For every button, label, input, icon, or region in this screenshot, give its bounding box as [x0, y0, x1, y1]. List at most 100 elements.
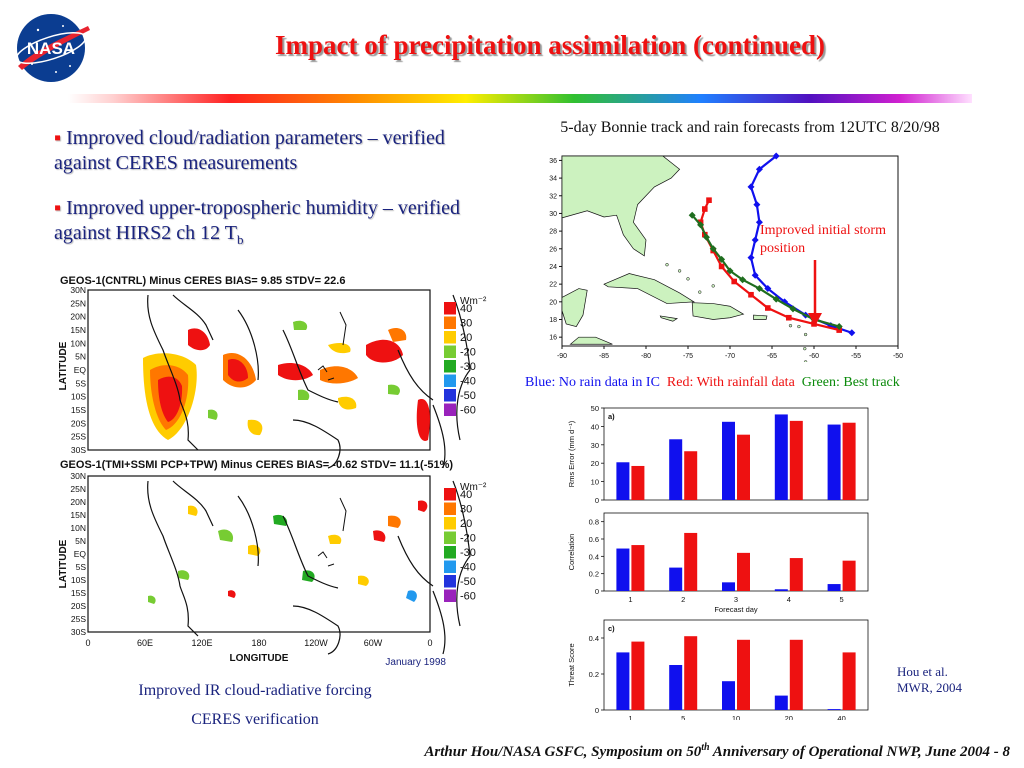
island: [711, 284, 715, 288]
colorbar-swatch: [444, 403, 456, 416]
ceres-bias-maps: GEOS-1(CNTRL) Minus CERES BIAS= 9.85 STD…: [58, 275, 487, 668]
track-point: [702, 206, 708, 212]
track-point: [747, 183, 755, 191]
bar-category-label: 4: [787, 595, 791, 604]
bar: [616, 652, 630, 710]
colorbar-label: 20: [460, 518, 472, 530]
heatmap-y-tick: 20S: [71, 601, 86, 611]
bar: [737, 434, 750, 500]
colorbar-label: -30: [460, 547, 476, 559]
track-point: [835, 323, 843, 331]
bar: [669, 567, 683, 591]
bar-frame: [603, 512, 869, 592]
bar: [737, 639, 750, 710]
colorbar-label: -60: [460, 591, 476, 603]
map-y-tick: 28: [549, 229, 557, 236]
heatmap-y-tick: 5N: [75, 352, 86, 362]
map-y-tick: 24: [549, 264, 557, 271]
island: [803, 347, 807, 351]
island: [788, 324, 793, 328]
colorbar-label: -40: [460, 562, 476, 574]
heatmap-2-title: GEOS-1(TMI+SSMI PCP+TPW) Minus CERES BIA…: [60, 459, 453, 471]
heatmap-y-tick: 15N: [70, 510, 86, 520]
bar: [669, 439, 683, 500]
bullet-text: Improved upper-tropospheric humidity – v…: [54, 197, 461, 244]
colorbar-label: -50: [460, 576, 476, 588]
bar-y-tick: 0.2: [589, 570, 599, 579]
colorbar-swatch: [444, 560, 456, 573]
bar: [631, 545, 645, 591]
bar-y-tick: 20: [591, 459, 599, 468]
heatmap-y-tick: 25N: [70, 484, 86, 494]
colorbar-label: -60: [460, 405, 476, 417]
annotation-arrow: [808, 260, 822, 326]
map-y-tick: 18: [549, 317, 557, 324]
track-point: [848, 329, 856, 337]
colorbar-swatch: [444, 488, 456, 501]
bar: [669, 665, 683, 710]
heatmap-x-tick: 120W: [304, 638, 328, 648]
colorbar-swatch: [444, 360, 456, 373]
colorbar-swatch: [444, 546, 456, 559]
bullet-marker: ▪: [54, 127, 62, 149]
bar: [789, 558, 803, 591]
map-y-tick: 16: [549, 335, 557, 342]
footer-pre: Arthur Hou/NASA GSFC, Symposium on 50: [424, 744, 702, 760]
track-point: [731, 278, 737, 285]
track-point: [765, 305, 771, 311]
bar: [722, 582, 735, 591]
map-y-tick: 30: [549, 211, 557, 218]
track-point: [751, 271, 759, 279]
map-x-tick: -75: [683, 353, 693, 360]
citation: Hou et al. MWR, 2004: [897, 664, 962, 696]
storm-position-annotation: Improved initial storm position: [760, 223, 886, 256]
track-point: [718, 255, 726, 263]
land-mass: [659, 315, 679, 322]
heatmap-y-tick: 15N: [70, 325, 86, 335]
bonnie-track-map: -90 -85 -80 -75 -70 -65 -60 -55 -50 16 18 20 22 24 26 2…: [549, 152, 903, 362]
bar: [774, 414, 788, 500]
track-legend: Blue: No rain data in IC Red: With rainf…: [525, 375, 1005, 391]
bar-y-tick: 10: [591, 478, 599, 487]
island: [677, 269, 682, 273]
footer-sup: th: [701, 742, 710, 753]
colorbar-label: -40: [460, 376, 476, 388]
bar-y-tick: 0.8: [589, 518, 599, 527]
heatmap-y-tick: 20N: [70, 497, 86, 507]
land-mass: [569, 336, 613, 345]
track-point: [697, 221, 705, 229]
map-x-tick: -70: [725, 353, 735, 360]
bar-ylabel: Correlation: [567, 534, 576, 571]
heatmap-y-tick: 5S: [76, 378, 87, 388]
bar: [774, 589, 788, 591]
nasa-logo: NASA: [15, 14, 90, 82]
land-mass: [753, 314, 768, 320]
heatmap-x-tick: 0: [85, 638, 90, 648]
bar-y-tick: 0: [595, 496, 599, 505]
map-x-tick: -90: [557, 353, 567, 360]
island: [803, 332, 808, 337]
heatmap-y-tick: 30S: [71, 445, 86, 455]
colorbar-label: 20: [460, 332, 472, 344]
track-point: [836, 327, 842, 333]
land-mass: [561, 155, 681, 257]
colorbar-swatch: [444, 302, 456, 315]
heatmap-y-tick: 15S: [71, 405, 86, 415]
bar-y-tick: 0: [595, 706, 599, 715]
colorbar-2-unit: Wm⁻²: [460, 482, 487, 493]
bar-category-label: 10: [732, 714, 740, 720]
land-mass: [561, 288, 588, 327]
bar: [616, 462, 630, 500]
heatmap-y-tick: 30N: [70, 285, 86, 295]
bar: [842, 422, 856, 500]
heatmap-x-tick: 180: [251, 638, 266, 648]
track-point: [772, 152, 780, 160]
heatmap-y-tick: 10N: [70, 338, 86, 348]
legend-red: Red: With rainfall data: [666, 375, 795, 390]
heatmap-y-tick: 30S: [71, 627, 86, 637]
colorbar-swatch: [444, 316, 456, 329]
colorbar-label: -30: [460, 361, 476, 373]
track-point: [748, 291, 754, 298]
bar: [842, 652, 856, 710]
island: [665, 263, 669, 267]
